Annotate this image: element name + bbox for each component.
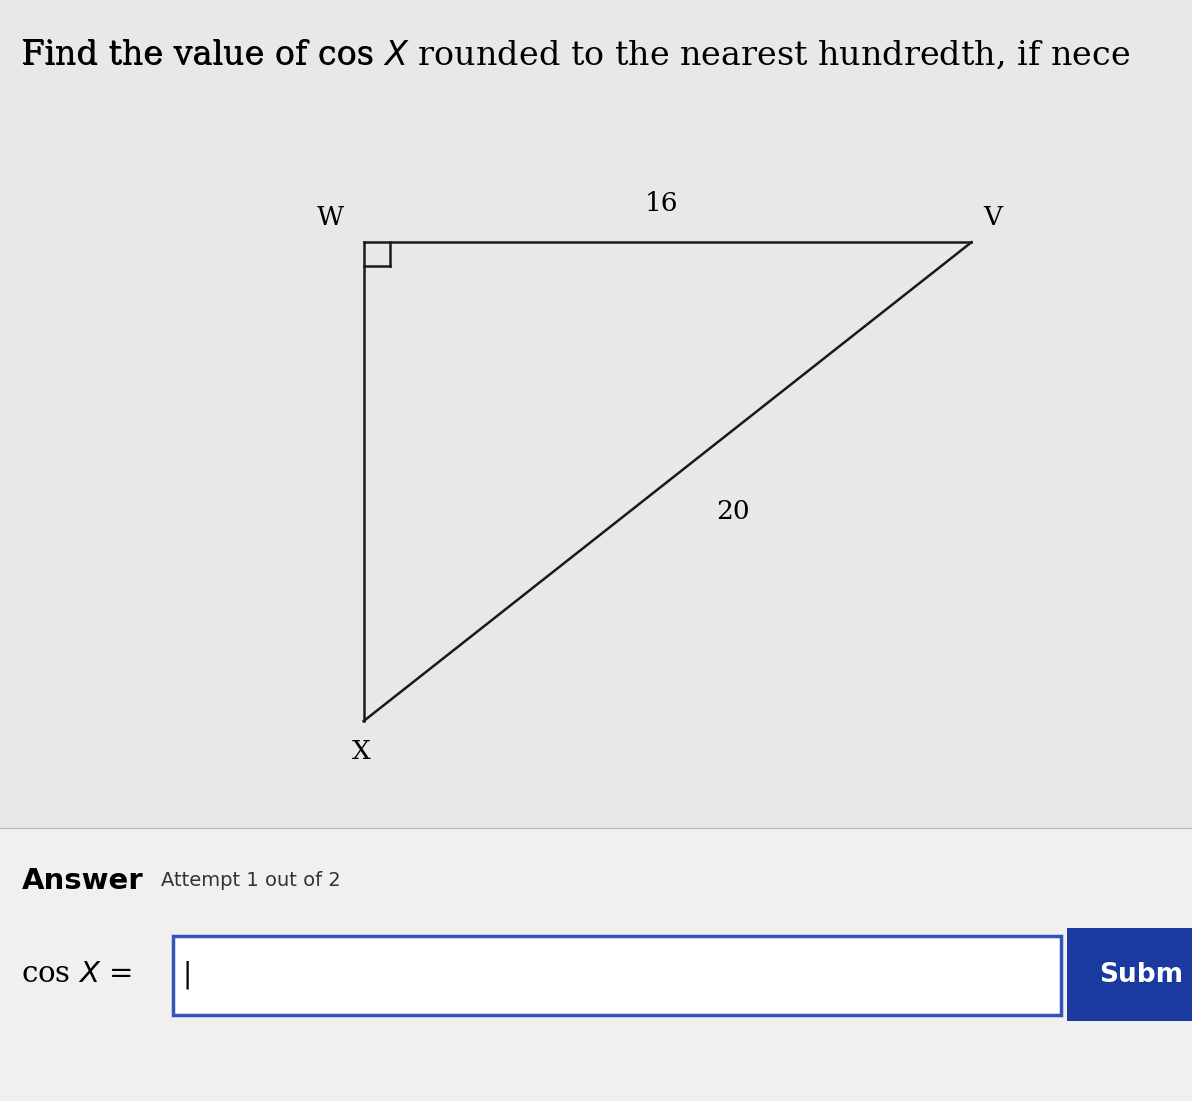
Text: Find the value of cos: Find the value of cos [21,39,385,70]
Text: X: X [352,740,371,764]
Text: 16: 16 [645,192,678,216]
Text: 20: 20 [716,500,750,524]
Text: V: V [983,206,1002,230]
FancyBboxPatch shape [173,936,1061,1015]
Bar [0,828,1192,1101]
Text: Subm: Subm [1099,962,1182,989]
Text: Find the value of cos $X$ rounded to the nearest hundredth, if nece: Find the value of cos $X$ rounded to the… [21,39,1130,72]
Text: Attempt 1 out of 2: Attempt 1 out of 2 [161,871,341,891]
Text: Answer: Answer [21,866,143,895]
Text: W: W [317,206,343,230]
FancyBboxPatch shape [1067,928,1192,1021]
Text: cos $X$ =: cos $X$ = [21,960,132,989]
Text: |: | [182,960,192,989]
